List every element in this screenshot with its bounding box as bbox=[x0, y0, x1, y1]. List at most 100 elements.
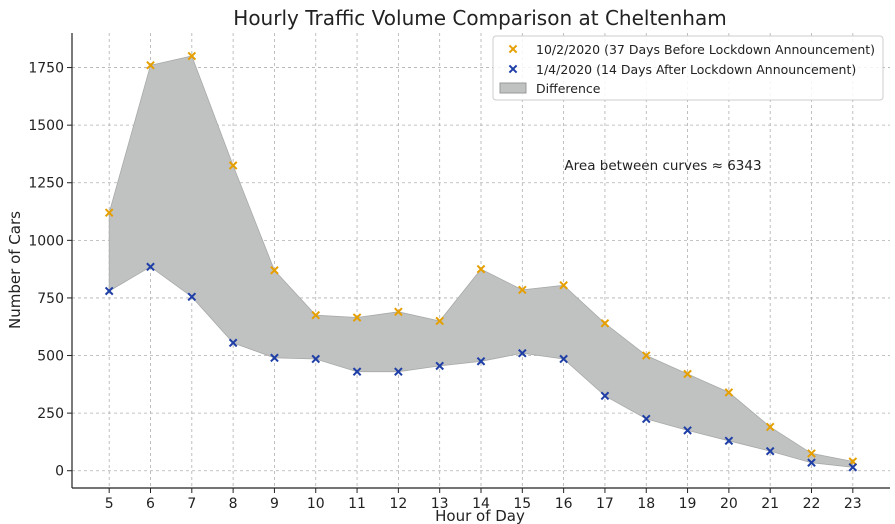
marker-stroke bbox=[311, 354, 321, 364]
data-point-before bbox=[807, 449, 816, 458]
legend: 10/2/2020 (37 Days Before Lockdown Annou… bbox=[492, 35, 884, 101]
data-point-after bbox=[683, 426, 692, 435]
marker-stroke bbox=[848, 462, 858, 472]
data-point-before bbox=[435, 316, 444, 326]
marker-stroke bbox=[228, 338, 238, 348]
x-tick-label: 8 bbox=[229, 496, 238, 512]
marker-stroke bbox=[187, 51, 197, 61]
marker-stroke bbox=[270, 265, 279, 275]
marker-stroke bbox=[508, 64, 518, 74]
marker-stroke bbox=[228, 161, 238, 170]
legend-swatch-difference bbox=[499, 82, 527, 94]
marker-stroke bbox=[104, 286, 114, 296]
y-tick-label: 750 bbox=[37, 291, 64, 307]
x-tick-label: 17 bbox=[596, 496, 614, 512]
y-tick-label: 1250 bbox=[28, 176, 64, 192]
marker-stroke bbox=[807, 449, 816, 458]
x-tick-label: 11 bbox=[348, 496, 366, 512]
x-tick-label: 19 bbox=[679, 496, 697, 512]
marker-stroke bbox=[641, 351, 651, 360]
legend-marker-before bbox=[508, 44, 518, 54]
data-point-after bbox=[352, 367, 362, 376]
y-axis-title: Number of Cars bbox=[6, 211, 24, 329]
y-tick-label: 250 bbox=[37, 406, 64, 422]
data-point-after bbox=[641, 414, 651, 424]
x-tick-label: 18 bbox=[637, 496, 655, 512]
axis-layer: 5 6 7 8 9 10 11 12 13 14 15 16 17 18 19 20 21 22 23 0 250 500… bbox=[28, 33, 890, 512]
marker-stroke bbox=[352, 367, 362, 376]
x-tick-label: 21 bbox=[761, 496, 779, 512]
x-tick-label: 6 bbox=[146, 496, 155, 512]
marker-stroke bbox=[724, 436, 734, 446]
data-point-before bbox=[146, 60, 155, 70]
legend-label-after: 1/4/2020 (14 Days After Lockdown Announc… bbox=[536, 62, 856, 77]
x-tick-label: 20 bbox=[720, 496, 738, 512]
x-tick-label: 14 bbox=[472, 496, 490, 512]
marker-stroke bbox=[683, 369, 692, 379]
data-point-after bbox=[807, 458, 816, 467]
data-point-after bbox=[559, 354, 568, 364]
marker-stroke bbox=[508, 44, 518, 54]
x-tick-label: 23 bbox=[844, 496, 862, 512]
x-tick-label: 12 bbox=[389, 496, 407, 512]
x-tick-label: 15 bbox=[513, 496, 531, 512]
marker-stroke bbox=[311, 310, 321, 320]
legend-frame bbox=[492, 35, 884, 101]
data-point-before bbox=[724, 388, 734, 397]
x-tick-label: 16 bbox=[555, 496, 573, 512]
marker-stroke bbox=[146, 262, 155, 272]
marker-stroke bbox=[187, 292, 197, 302]
data-point-before bbox=[559, 280, 568, 290]
marker-stroke bbox=[270, 353, 279, 363]
marker-stroke bbox=[559, 280, 568, 290]
y-tick-label: 1750 bbox=[28, 61, 64, 77]
data-point-after bbox=[394, 367, 403, 376]
y-tick-label: 0 bbox=[55, 464, 64, 480]
data-point-before bbox=[311, 310, 321, 320]
data-point-after bbox=[187, 292, 197, 302]
data-point-before bbox=[683, 369, 692, 379]
marker-stroke bbox=[559, 354, 568, 364]
chart-title: Hourly Traffic Volume Comparison at Chel… bbox=[233, 6, 726, 30]
data-point-before bbox=[352, 313, 362, 322]
x-tick-label: 10 bbox=[307, 496, 325, 512]
y-tick-label: 500 bbox=[37, 349, 64, 365]
legend-marker-after bbox=[508, 64, 518, 74]
legend-marker-stroke bbox=[508, 64, 518, 74]
data-point-before bbox=[476, 264, 486, 274]
y-tick-label: 1000 bbox=[28, 233, 64, 249]
marker-stroke bbox=[394, 307, 403, 317]
marker-stroke bbox=[600, 318, 610, 328]
data-point-after bbox=[146, 262, 155, 272]
marker-stroke bbox=[476, 356, 486, 366]
data-point-after bbox=[104, 286, 114, 296]
x-tick-label: 5 bbox=[105, 496, 114, 512]
legend-marker-stroke bbox=[508, 44, 518, 54]
data-point-before bbox=[104, 208, 114, 218]
data-point-before bbox=[518, 285, 527, 295]
data-point-after bbox=[765, 446, 775, 456]
data-point-after bbox=[848, 462, 858, 472]
legend-label-difference: Difference bbox=[536, 81, 601, 96]
data-point-before bbox=[228, 161, 238, 170]
marker-stroke bbox=[352, 313, 362, 322]
x-tick-label: 9 bbox=[270, 496, 279, 512]
x-axis-title: Hour of Day bbox=[435, 507, 525, 524]
marker-stroke bbox=[600, 391, 610, 401]
marker-stroke bbox=[435, 316, 444, 326]
data-point-before bbox=[765, 422, 775, 432]
marker-stroke bbox=[765, 446, 775, 456]
marker-layer bbox=[104, 51, 858, 472]
data-point-after bbox=[600, 391, 610, 401]
data-point-after bbox=[435, 361, 444, 371]
marker-stroke bbox=[104, 208, 114, 218]
x-tick-label: 22 bbox=[803, 496, 821, 512]
marker-stroke bbox=[641, 414, 651, 424]
marker-stroke bbox=[394, 367, 403, 376]
data-point-before bbox=[394, 307, 403, 317]
data-point-after bbox=[518, 348, 527, 358]
marker-stroke bbox=[724, 388, 734, 397]
data-point-after bbox=[476, 356, 486, 366]
data-point-after bbox=[228, 338, 238, 348]
